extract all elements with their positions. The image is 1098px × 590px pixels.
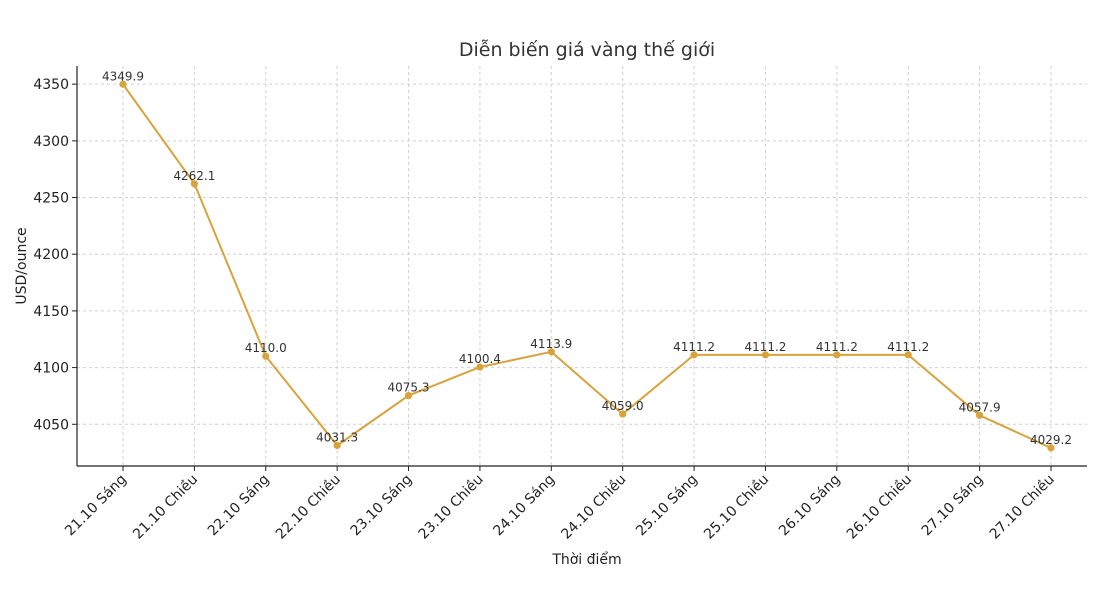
data-label: 4031.3 bbox=[316, 430, 358, 444]
data-label: 4111.2 bbox=[816, 340, 858, 354]
x-tick-label: 21.10 Sáng bbox=[62, 472, 130, 540]
data-point bbox=[190, 180, 198, 188]
x-tick-label: 23.10 Sáng bbox=[348, 472, 416, 540]
data-label: 4111.2 bbox=[887, 340, 929, 354]
data-label: 4059.0 bbox=[602, 399, 644, 413]
data-point bbox=[619, 410, 627, 418]
data-label: 4029.2 bbox=[1030, 433, 1072, 447]
data-point bbox=[833, 351, 841, 359]
data-point bbox=[547, 348, 555, 356]
data-point bbox=[262, 352, 270, 360]
data-point bbox=[976, 411, 984, 419]
data-label: 4111.2 bbox=[673, 340, 715, 354]
data-point bbox=[333, 441, 341, 450]
data-label: 4100.4 bbox=[459, 352, 501, 366]
y-tick-label: 4350 bbox=[33, 77, 69, 93]
data-label: 4075.3 bbox=[388, 381, 430, 395]
data-point bbox=[119, 80, 127, 88]
data-label: 4057.9 bbox=[959, 400, 1001, 414]
x-tick-label: 27.10 Sáng bbox=[919, 472, 987, 540]
x-tick-label: 26.10 Chiều bbox=[843, 471, 915, 543]
axes: 4050 4100 4150 4200 4250 4300 4350 21.10 Sáng 21… bbox=[33, 66, 1087, 543]
y-tick-label: 4200 bbox=[33, 247, 69, 263]
y-axis-title: USD/ounce bbox=[14, 227, 30, 304]
y-tick-label: 4050 bbox=[33, 417, 69, 433]
x-tick-label: 25.10 Chiều bbox=[700, 471, 772, 543]
data-point bbox=[904, 351, 912, 359]
data-label: 4110.0 bbox=[245, 341, 287, 355]
x-tick-label: 21.10 Chiều bbox=[129, 471, 201, 543]
data-label: 4262.1 bbox=[173, 169, 215, 183]
y-tick-label: 4100 bbox=[33, 361, 69, 377]
data-labels: 4349.9 4262.1 4110.0 4031.3 4075.3 4100.4 4113… bbox=[102, 69, 1072, 447]
data-point bbox=[761, 351, 770, 359]
x-tick-label: 24.10 Chiều bbox=[558, 471, 630, 543]
x-tick-label: 22.10 Sáng bbox=[205, 472, 273, 540]
data-point bbox=[404, 391, 413, 400]
x-axis-title: Thời điểm bbox=[551, 551, 621, 568]
y-tick-label: 4300 bbox=[33, 134, 69, 150]
y-tick-label: 4250 bbox=[33, 191, 69, 207]
x-tick-label: 22.10 Chiều bbox=[272, 471, 344, 543]
x-tick-label: 24.10 Sáng bbox=[490, 472, 558, 540]
data-point bbox=[690, 351, 698, 359]
series-line bbox=[122, 83, 1052, 449]
data-label: 4113.9 bbox=[530, 337, 572, 351]
chart-title: Diễn biến giá vàng thế giới bbox=[459, 38, 715, 61]
y-tick-label: 4150 bbox=[33, 304, 69, 320]
x-tick-label: 26.10 Sáng bbox=[776, 472, 844, 540]
x-tick-label: 23.10 Chiều bbox=[415, 471, 487, 543]
x-tick-label: 25.10 Sáng bbox=[633, 472, 701, 540]
data-point bbox=[476, 363, 484, 371]
series bbox=[119, 80, 1055, 452]
data-point bbox=[1047, 444, 1055, 452]
data-label: 4111.2 bbox=[744, 340, 786, 354]
x-tick-label: 27.10 Chiều bbox=[986, 471, 1058, 543]
data-label: 4349.9 bbox=[102, 69, 144, 83]
grid bbox=[77, 66, 1087, 466]
